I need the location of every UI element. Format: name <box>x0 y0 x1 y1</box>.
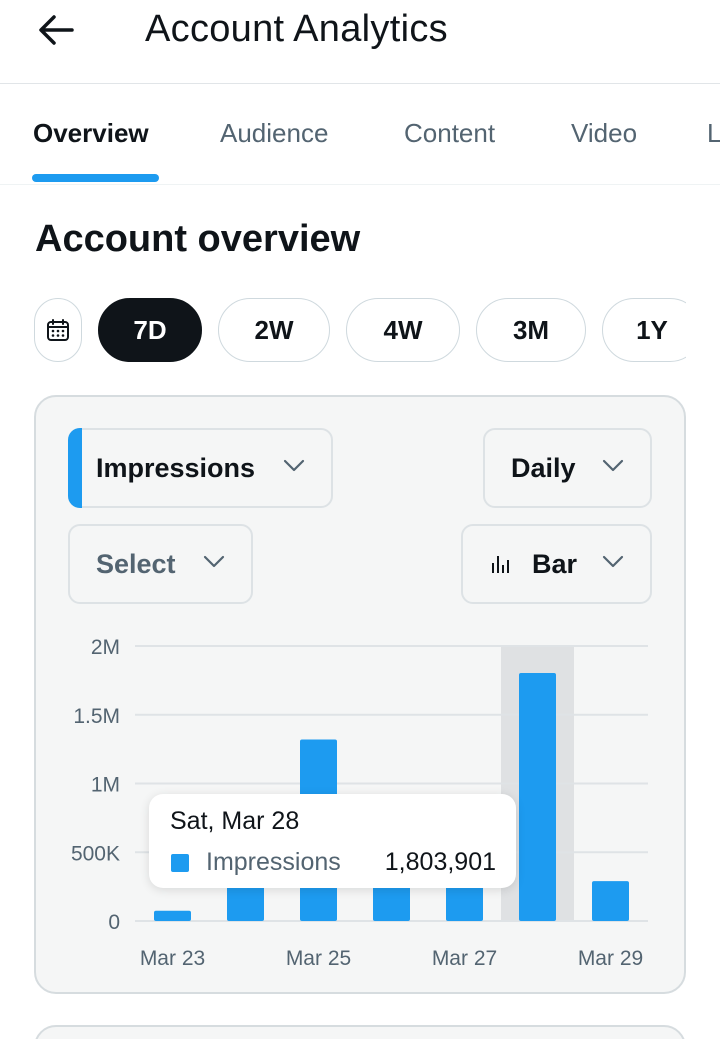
metric-dropdown-label: Impressions <box>96 452 256 483</box>
chevron-down-icon <box>602 459 624 472</box>
x-tick-label: Mar 25 <box>286 947 351 970</box>
tab-content[interactable]: Content <box>404 118 496 148</box>
bar <box>592 881 629 921</box>
arrow-left-icon <box>39 15 74 45</box>
chart-type-label: Bar <box>532 548 578 579</box>
date-range-selector: 7D 2W 4W 3M 1Y <box>0 297 686 363</box>
range-2w-button[interactable]: 2W <box>218 298 330 362</box>
tooltip-series-swatch <box>171 854 189 872</box>
app-header: Account Analytics <box>0 0 720 84</box>
y-tick-label: 500K <box>71 842 120 865</box>
chevron-down-icon <box>602 555 624 568</box>
active-tab-indicator <box>32 174 159 182</box>
chevron-down-icon <box>203 555 225 568</box>
x-tick-label: Mar 23 <box>140 947 205 970</box>
next-card <box>34 1025 686 1039</box>
bar <box>373 882 410 921</box>
range-7d-button[interactable]: 7D <box>98 298 202 362</box>
range-1y-button[interactable]: 1Y <box>602 298 686 362</box>
range-4w-button[interactable]: 4W <box>346 298 460 362</box>
tab-overflow[interactable]: L <box>707 118 720 149</box>
tooltip-date: Sat, Mar 28 <box>170 807 300 835</box>
y-tick-label: 0 <box>108 911 120 934</box>
metric-color-indicator <box>68 428 82 508</box>
tooltip-value: 1,803,901 <box>384 848 496 876</box>
bar <box>519 672 556 921</box>
x-tick-label: Mar 27 <box>432 947 497 970</box>
x-tick-label: Mar 29 <box>578 947 643 970</box>
tab-overview[interactable]: Overview <box>33 118 149 148</box>
metric-dropdown[interactable]: Impressions <box>68 428 333 508</box>
bar <box>227 882 264 921</box>
bar <box>446 882 483 921</box>
range-3m-button[interactable]: 3M <box>476 298 586 362</box>
section-title: Account overview <box>35 218 361 260</box>
calendar-button[interactable] <box>34 298 82 362</box>
bar-chart-icon <box>492 556 509 573</box>
compare-metric-dropdown[interactable]: Select <box>68 524 253 604</box>
y-tick-label: 1.5M <box>73 705 120 728</box>
tooltip-series-label: Impressions <box>206 848 341 876</box>
chart-type-dropdown[interactable]: Bar <box>461 524 652 604</box>
y-tick-label: 1M <box>91 774 120 797</box>
back-button[interactable] <box>36 10 76 50</box>
y-tick-label: 2M <box>91 636 120 659</box>
compare-dropdown-label: Select <box>96 548 176 579</box>
tab-video[interactable]: Video <box>571 118 638 148</box>
bar <box>154 910 191 921</box>
tab-bar: Overview Audience Content Video L <box>0 85 720 185</box>
interval-dropdown-label: Daily <box>511 452 576 483</box>
chart-tooltip: Sat, Mar 28 Impressions 1,803,901 <box>149 794 516 888</box>
interval-dropdown[interactable]: Daily <box>483 428 652 508</box>
tab-audience[interactable]: Audience <box>220 118 329 148</box>
page-title: Account Analytics <box>145 8 448 50</box>
chevron-down-icon <box>283 459 305 472</box>
calendar-icon <box>47 319 69 341</box>
